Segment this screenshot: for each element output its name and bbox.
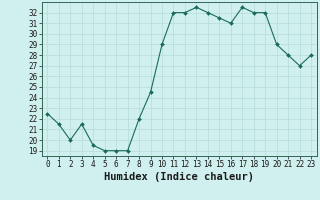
X-axis label: Humidex (Indice chaleur): Humidex (Indice chaleur) [104, 172, 254, 182]
